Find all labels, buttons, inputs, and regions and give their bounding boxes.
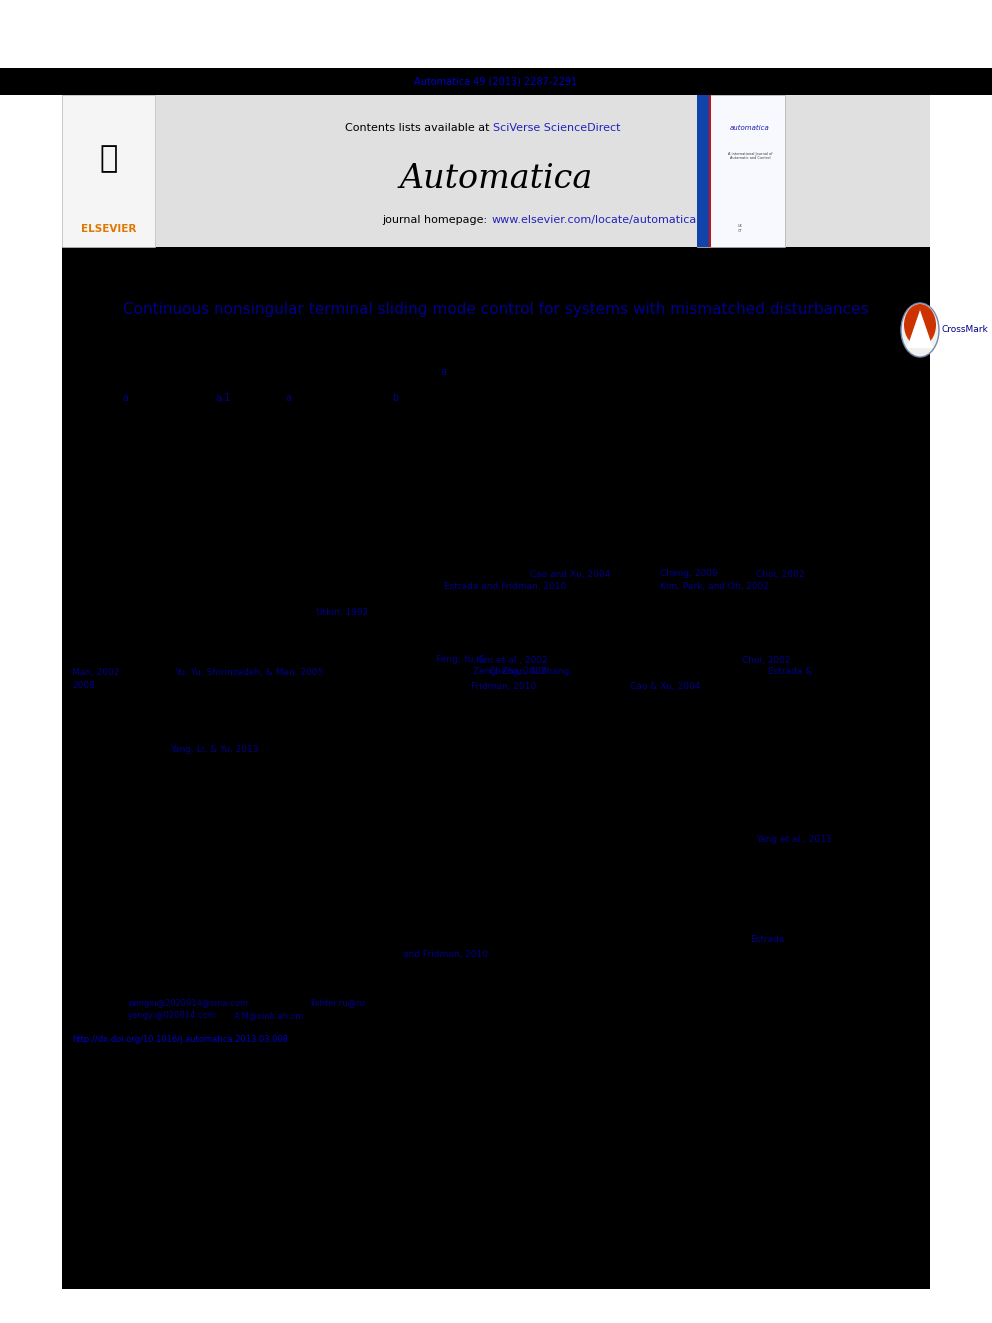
Text: Feng, Yu, &: Feng, Yu, & [436,655,486,664]
Text: automatica: automatica [730,126,770,131]
Bar [62,95,930,247]
Text: Automatica: Automatica [400,163,592,194]
Text: Yang et al., 2013: Yang et al., 2013 [756,836,831,844]
Text: Automatica 49 (2013) 2287-2291: Automatica 49 (2013) 2287-2291 [415,77,577,86]
Text: likhter.ru@ru: likhter.ru@ru [310,999,365,1008]
Ellipse shape [901,303,939,357]
Text: Continuous nonsingular terminal sliding mode control for systems with mismatched: Continuous nonsingular terminal sliding … [123,303,869,318]
Text: Cao & Xu, 2004: Cao & Xu, 2004 [630,681,700,691]
Text: Estrada &: Estrada & [768,668,812,676]
Text: Cheng, 2009: Cheng, 2009 [660,569,717,578]
Text: Kim et al., 2002: Kim et al., 2002 [476,655,548,664]
Bar [697,95,709,247]
Text: yangyi@020814.com: yangyi@020814.com [128,1012,216,1020]
Text: a: a [122,393,128,404]
Text: www.elsevier.com/locate/automatica: www.elsevier.com/locate/automatica [491,214,696,225]
Text: http://dx.doi.org/10.1016/j.automatica.2013.03.008: http://dx.doi.org/10.1016/j.automatica.2… [72,1036,288,1044]
Text: CrossMark: CrossMark [942,325,989,335]
Bar [62,95,155,247]
Ellipse shape [904,304,936,347]
Text: a,1: a,1 [215,393,230,404]
Text: Cao and Xu, 2004: Cao and Xu, 2004 [530,569,610,578]
Bar [709,95,711,247]
Text: SciVerse ScienceDirect: SciVerse ScienceDirect [493,123,621,134]
Text: Fridman, 2010: Fridman, 2010 [471,681,536,691]
Text: Contents lists available at: Contents lists available at [345,123,493,134]
Text: pengxi@2020914@sina.com: pengxi@2020914@sina.com [128,999,248,1008]
Text: 2008: 2008 [72,681,95,691]
Bar [697,95,785,247]
Text: Choi, 2002: Choi, 2002 [756,569,805,578]
Text: Estrada and Fridman, 2010: Estrada and Fridman, 2010 [444,582,566,590]
Text: ELSEVIER: ELSEVIER [80,224,136,234]
Text: Yu, Yu, Shirinzadeh, & Man, 2005: Yu, Yu, Shirinzadeh, & Man, 2005 [175,668,323,676]
Text: UK
CT: UK CT [737,225,742,233]
Text: Kim, Park, and Oh, 2002: Kim, Park, and Oh, 2002 [660,582,769,590]
Bar [0,67,992,95]
Text: and Fridman, 2010: and Fridman, 2010 [403,950,488,959]
Text: a: a [440,366,446,377]
Polygon shape [907,310,933,348]
Text: Cheng, 2009: Cheng, 2009 [489,668,547,676]
Text: Yang, Li, & Yu, 2013: Yang, Li, & Yu, 2013 [170,745,259,754]
Text: Zeng, Zhao, & Zhang,: Zeng, Zhao, & Zhang, [473,668,572,676]
Text: Man, 2002: Man, 2002 [72,668,119,676]
Text: Utkin, 1992: Utkin, 1992 [316,607,368,617]
Text: 🌲: 🌲 [99,144,118,173]
Text: a: a [285,393,291,404]
Text: journal homepage:: journal homepage: [382,214,491,225]
Text: A.M@xinb.ah.cm: A.M@xinb.ah.cm [234,1012,305,1020]
Text: A international Journal of
Automatic and Control: A international Journal of Automatic and… [727,152,772,160]
Text: b: b [392,393,398,404]
Bar [62,247,930,1289]
Text: Estrada: Estrada [750,935,785,945]
Text: Choi, 2002: Choi, 2002 [742,655,791,664]
